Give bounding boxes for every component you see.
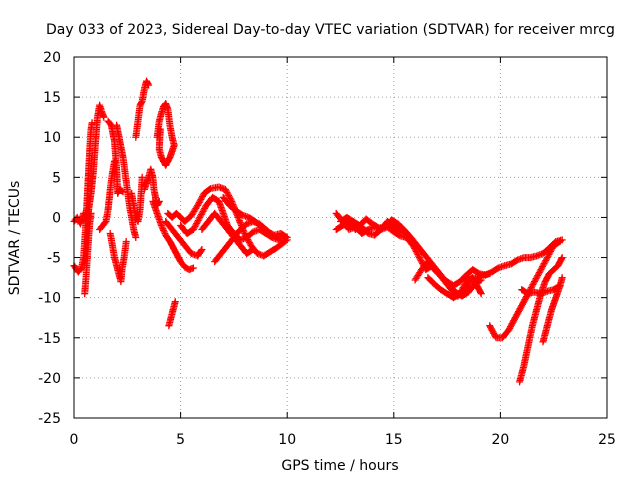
data-points <box>165 298 179 330</box>
y-tick-label: -10 <box>38 291 61 307</box>
grid-layer <box>74 57 607 418</box>
y-tick-label: 20 <box>43 50 61 66</box>
plot-frame <box>73 56 608 419</box>
data-points <box>81 209 95 298</box>
series-arc-s <box>219 193 291 241</box>
y-tick-label: -15 <box>38 331 61 347</box>
y-axis-label: SDTVAR / TECUs <box>7 181 23 296</box>
series-arc-k <box>153 100 178 169</box>
data-points <box>539 274 566 346</box>
series-arc-m <box>149 197 197 274</box>
series-arc-i <box>132 77 153 141</box>
y-tick-label: 5 <box>52 170 61 186</box>
series-arc-e <box>104 117 127 197</box>
x-tick-label: 5 <box>176 432 185 448</box>
series-arc-y <box>424 274 485 302</box>
data-points <box>153 100 178 169</box>
series-arc-n <box>162 218 206 260</box>
data-points <box>132 77 153 141</box>
y-tick-label: 10 <box>43 130 61 146</box>
series-arc-q <box>198 209 257 257</box>
series-arc-x <box>411 236 566 290</box>
y-tick-label: -20 <box>38 371 61 387</box>
data-points <box>128 173 146 225</box>
series-arc-g <box>113 121 140 241</box>
x-axis-label: GPS time / hours <box>281 458 398 474</box>
data-points <box>198 209 257 257</box>
series-arc-l <box>165 298 179 330</box>
series-arc-h <box>128 173 146 225</box>
data-points <box>104 117 127 197</box>
x-tick-labels: 0 5 10 15 20 25 <box>70 432 616 448</box>
chart-title: Day 033 of 2023, Sidereal Day-to-day VTE… <box>46 22 615 38</box>
data-points <box>149 197 197 274</box>
data-points <box>424 274 485 302</box>
x-tick-label: 0 <box>70 432 79 448</box>
y-tick-label: -25 <box>38 411 61 427</box>
x-tick-label: 15 <box>385 432 403 448</box>
data-points <box>219 193 291 241</box>
tick-layer <box>73 56 608 419</box>
data-points <box>113 121 140 241</box>
x-tick-label: 10 <box>278 432 296 448</box>
series-arc-f <box>106 230 130 286</box>
data-points <box>162 218 206 260</box>
y-tick-label: 0 <box>52 210 61 226</box>
data-points <box>411 236 566 290</box>
y-tick-label: 15 <box>43 90 61 106</box>
x-tick-label: 25 <box>598 432 616 448</box>
x-tick-label: 20 <box>491 432 509 448</box>
series-arc-ac <box>539 274 566 346</box>
series-arc-c <box>81 209 95 298</box>
y-tick-labels: 20 15 10 5 0 -5 -10 -15 -20 -25 <box>38 50 61 427</box>
data-points <box>106 230 130 286</box>
y-tick-label: -5 <box>47 251 61 267</box>
points-layer <box>70 77 566 386</box>
